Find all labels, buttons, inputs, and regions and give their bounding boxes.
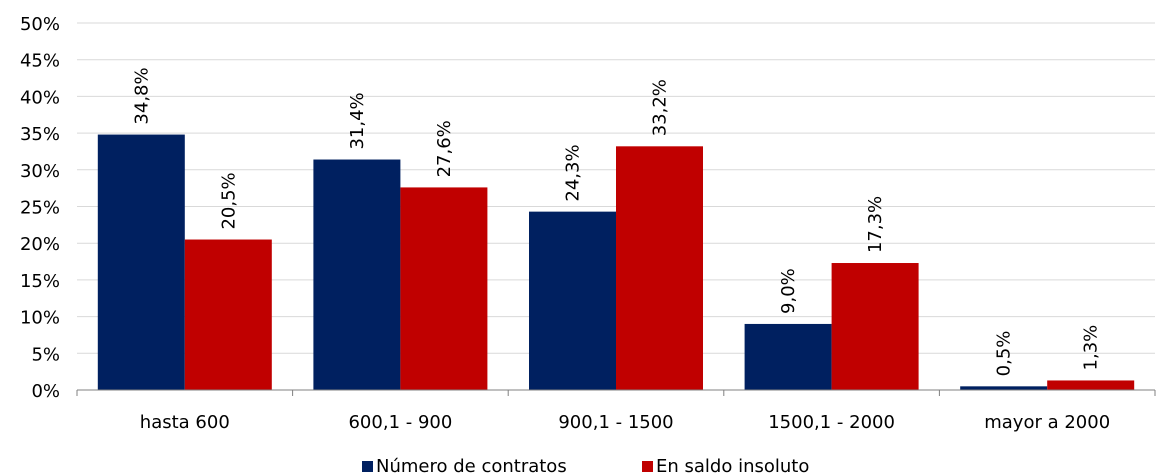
- data-label: 31,4%: [347, 92, 368, 149]
- x-axis: [76, 389, 1156, 396]
- legend-label: En saldo insoluto: [656, 456, 809, 476]
- data-label: 33,2%: [650, 79, 671, 136]
- data-label: 24,3%: [563, 144, 584, 201]
- y-tick-label: 40%: [20, 87, 60, 108]
- data-label: 20,5%: [218, 172, 239, 229]
- bar: [616, 146, 703, 390]
- y-tick-label: 25%: [20, 198, 60, 219]
- x-tick-label: hasta 600: [140, 412, 230, 433]
- x-tick-label: 900,1 - 1500: [558, 412, 673, 433]
- bars: [97, 134, 1135, 390]
- legend-label: Número de contratos: [376, 456, 567, 476]
- bar: [529, 211, 616, 390]
- bar: [831, 263, 919, 390]
- y-tick-label: 0%: [31, 381, 60, 402]
- x-tick-label: mayor a 2000: [984, 412, 1110, 433]
- bar: [1047, 380, 1135, 390]
- legend: Número de contratos En saldo insoluto: [362, 456, 809, 476]
- y-tick-label: 30%: [20, 161, 60, 182]
- bar: [184, 239, 272, 390]
- y-tick-label: 10%: [20, 308, 60, 329]
- bar: [400, 187, 488, 390]
- bar: [97, 134, 185, 390]
- legend-swatch: [642, 461, 653, 472]
- y-tick-label: 50%: [20, 14, 60, 35]
- data-label: 1,3%: [1081, 325, 1102, 371]
- bar: [744, 323, 832, 390]
- y-tick-label: 45%: [20, 51, 60, 72]
- legend-swatch: [362, 461, 373, 472]
- y-tick-label: 15%: [20, 271, 60, 292]
- data-label: 17,3%: [865, 196, 886, 253]
- y-tick-label: 5%: [31, 344, 60, 365]
- bar: [960, 386, 1048, 390]
- data-label: 0,5%: [994, 331, 1015, 377]
- data-labels: 34,8% 20,5% 31,4% 27,6% 24,3% 33,2% 9,0% 17,3% 0…: [131, 67, 1101, 376]
- data-label: 34,8%: [131, 67, 152, 124]
- data-label: 27,6%: [434, 120, 455, 177]
- y-tick-label: 20%: [20, 234, 60, 255]
- y-axis-tick-labels: 0% 5% 10% 15% 20% 25% 30% 35% 40% 45% 50%: [20, 14, 60, 402]
- bar: [313, 159, 401, 390]
- x-tick-label: 600,1 - 900: [348, 412, 452, 433]
- x-axis-tick-labels: hasta 600 600,1 - 900 900,1 - 1500 1500,1 -…: [140, 412, 1110, 433]
- y-tick-label: 35%: [20, 124, 60, 145]
- data-label: 9,0%: [778, 268, 799, 314]
- x-tick-label: 1500,1 - 2000: [768, 412, 895, 433]
